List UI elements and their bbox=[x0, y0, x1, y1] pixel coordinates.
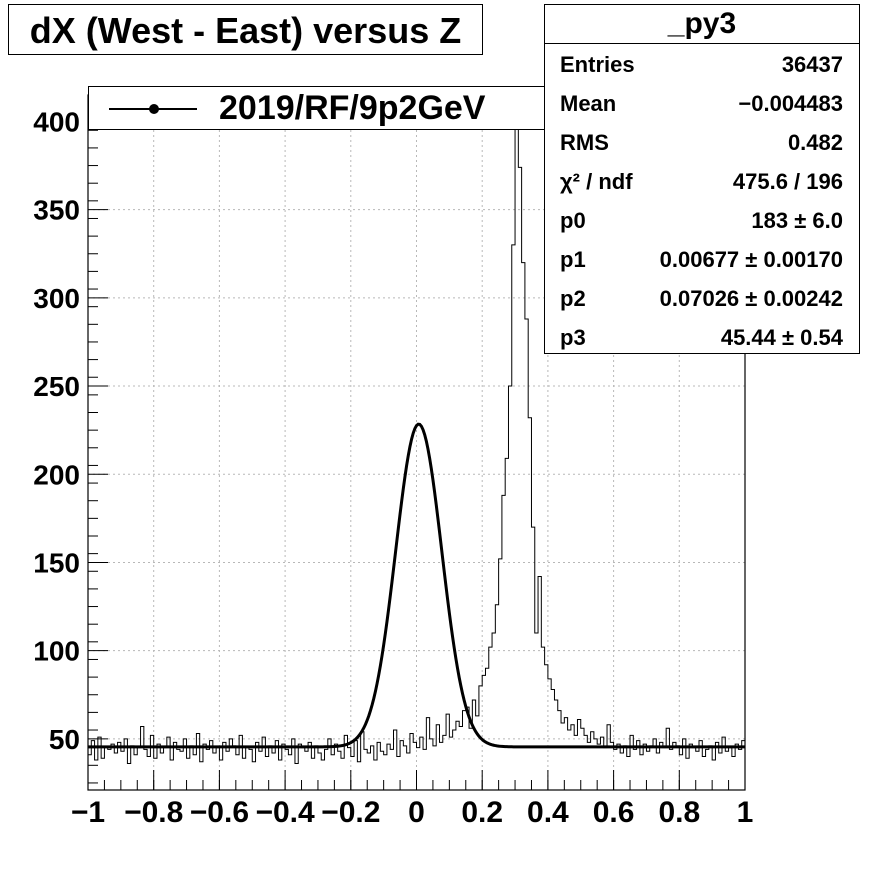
x-tick-label: −0.8 bbox=[124, 796, 183, 829]
stats-row: RMS 0.482 bbox=[560, 123, 843, 162]
stats-key: p0 bbox=[560, 208, 586, 233]
x-tick-label: 0.2 bbox=[461, 796, 503, 829]
stats-row: p3 45.44 ± 0.54 bbox=[560, 318, 843, 357]
stats-key: χ² / ndf bbox=[560, 169, 633, 194]
stats-row: Mean −0.004483 bbox=[560, 84, 843, 123]
legend: 2019/RF/9p2GeV bbox=[88, 86, 614, 130]
x-tick-label: 1 bbox=[737, 796, 754, 829]
stats-value: 0.482 bbox=[787, 130, 843, 155]
stats-key: p1 bbox=[560, 247, 586, 272]
y-tick-label: 400 bbox=[33, 106, 80, 137]
stats-value: −0.004483 bbox=[738, 91, 843, 116]
x-tick-label: 0.4 bbox=[527, 796, 569, 829]
stats-value: 36437 bbox=[781, 52, 843, 77]
stats-key: p2 bbox=[560, 286, 586, 311]
stats-box: _py3 Entries 36437 Mean −0.004483 RMS 0.482 χ²… bbox=[544, 4, 860, 354]
stats-key: Entries bbox=[560, 52, 635, 77]
stats-title: _py3 bbox=[545, 5, 859, 44]
chart-title: dX (West - East) versus Z bbox=[29, 10, 462, 51]
y-tick-label: 350 bbox=[33, 195, 80, 226]
stats-row: p1 0.00677 ± 0.00170 bbox=[560, 240, 843, 279]
stats-key: RMS bbox=[560, 130, 609, 155]
histogram-series bbox=[88, 96, 745, 765]
legend-label: 2019/RF/9p2GeV bbox=[219, 89, 486, 127]
axes: −1 −0.8 −0.6 −0.4 −0.2 0 0.2 0.4 0.6 0.8 150100150… bbox=[33, 106, 753, 829]
stats-row: p0 183 ± 6.0 bbox=[560, 201, 843, 240]
x-tick-label: 0 bbox=[408, 796, 425, 829]
x-tick-label: −1 bbox=[71, 796, 105, 829]
fit-curve bbox=[88, 422, 745, 749]
histogram-steps bbox=[88, 96, 745, 765]
stats-row: Entries 36437 bbox=[560, 45, 843, 84]
x-tick-label: −0.2 bbox=[321, 796, 380, 829]
y-tick-label: 150 bbox=[33, 547, 80, 578]
chart-title-box: dX (West - East) versus Z bbox=[8, 4, 483, 55]
stats-value: 475.6 / 196 bbox=[732, 169, 843, 194]
y-tick-label: 50 bbox=[49, 724, 80, 755]
y-tick-label: 300 bbox=[33, 283, 80, 314]
x-tick-label: 0.6 bbox=[593, 796, 635, 829]
stats-row: χ² / ndf 475.6 / 196 bbox=[560, 162, 843, 201]
fit-curve-series bbox=[88, 422, 745, 749]
stats-value: 0.07026 ± 0.00242 bbox=[659, 286, 843, 311]
stats-value: 45.44 ± 0.54 bbox=[720, 325, 843, 350]
x-tick-label: 0.8 bbox=[658, 796, 700, 829]
stats-value: 183 ± 6.0 bbox=[751, 208, 843, 233]
stats-key: p3 bbox=[560, 325, 586, 350]
y-tick-label: 250 bbox=[33, 371, 80, 402]
stats-value: 0.00677 ± 0.00170 bbox=[659, 247, 843, 272]
legend-dot-marker bbox=[149, 104, 159, 114]
x-tick-label: −0.6 bbox=[190, 796, 249, 829]
y-tick-label: 200 bbox=[33, 459, 80, 490]
x-tick-label: −0.4 bbox=[255, 796, 315, 829]
stats-key: Mean bbox=[560, 91, 617, 116]
y-tick-label: 100 bbox=[33, 636, 80, 667]
stats-row: p2 0.07026 ± 0.00242 bbox=[560, 279, 843, 318]
